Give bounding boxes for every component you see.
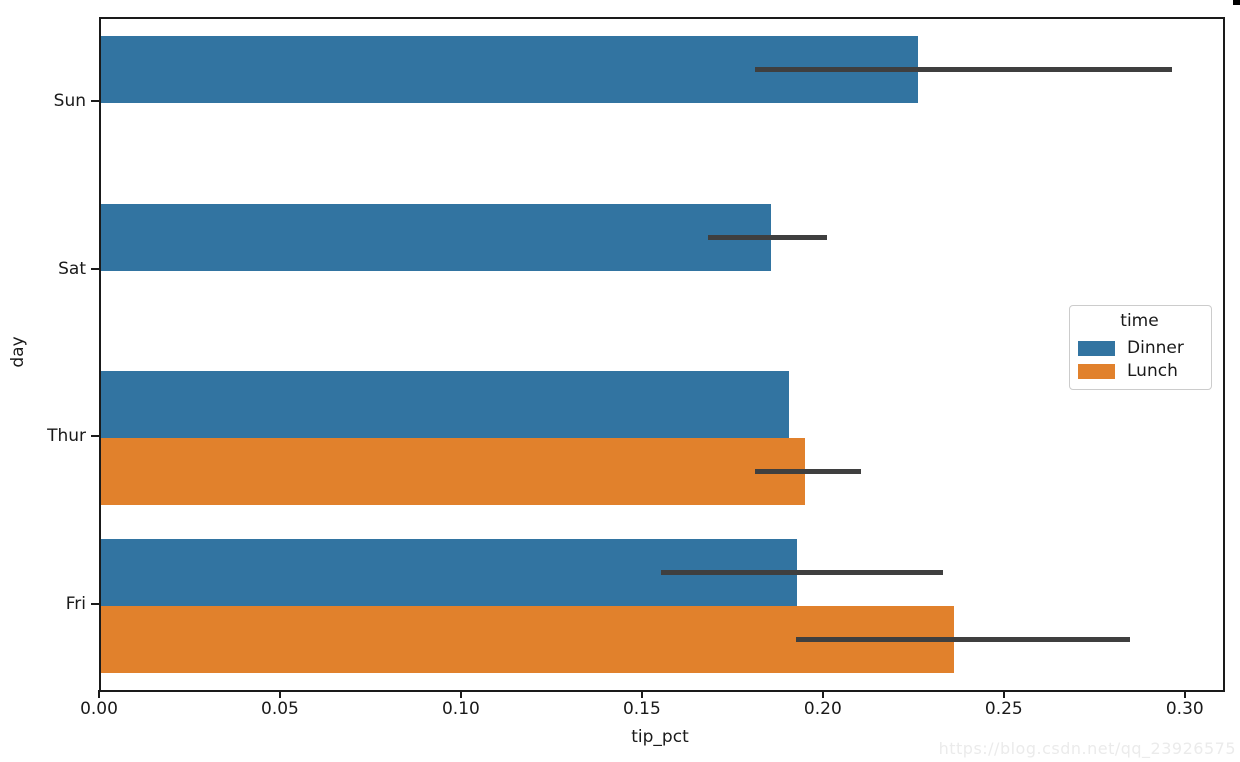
error-bar-fri-dinner <box>660 570 943 576</box>
x-tick-label-0.30: 0.30 <box>1165 699 1204 719</box>
error-bar-fri-lunch <box>795 637 1130 643</box>
legend-entry-lunch: Lunch <box>1078 361 1201 381</box>
bar-sat-dinner <box>101 203 771 271</box>
y-tick-label-sun: Sun <box>53 90 86 111</box>
plot-area <box>99 17 1225 692</box>
x-tick-label-0.10: 0.10 <box>441 699 480 719</box>
bar-thur-dinner <box>101 371 790 439</box>
legend-swatch-dinner <box>1078 340 1115 356</box>
y-tick-mark-thur <box>91 435 99 438</box>
x-tick-label-0.25: 0.25 <box>984 699 1023 719</box>
y-tick-mark-sat <box>91 267 99 270</box>
error-bar-thur-lunch <box>755 469 861 475</box>
legend-box: time Dinner Lunch <box>1069 305 1212 390</box>
x-tick-mark-0.15 <box>640 690 643 698</box>
error-bar-sun-dinner <box>755 66 1172 72</box>
x-tick-label-0.05: 0.05 <box>261 699 299 719</box>
y-tick-label-fri: Fri <box>65 594 86 615</box>
y-tick-label-sat: Sat <box>58 258 86 279</box>
legend-label-lunch: Lunch <box>1127 361 1178 381</box>
error-bar-sat-dinner <box>707 234 828 240</box>
y-axis-label: day <box>8 336 28 368</box>
x-tick-mark-0.25 <box>1002 690 1005 698</box>
bar-thur-lunch <box>101 438 805 506</box>
x-tick-mark-0.10 <box>459 690 462 698</box>
legend-title: time <box>1120 311 1159 331</box>
legend-label-dinner: Dinner <box>1127 338 1184 358</box>
y-tick-mark-sun <box>91 99 99 102</box>
watermark-text: https://blog.csdn.net/qq_23926575 <box>938 739 1236 758</box>
legend-swatch-lunch <box>1078 363 1115 379</box>
x-tick-mark-0.00 <box>98 690 100 698</box>
x-tick-label-0.00: 0.00 <box>80 699 118 719</box>
x-tick-mark-0.05 <box>278 690 281 698</box>
x-tick-label-0.15: 0.15 <box>622 699 661 719</box>
corner-artifact-mark <box>1233 0 1240 5</box>
x-tick-label-0.20: 0.20 <box>803 699 842 719</box>
x-axis-label: tip_pct <box>631 727 689 747</box>
legend-entry-dinner: Dinner <box>1078 338 1201 358</box>
x-tick-mark-0.20 <box>821 690 824 698</box>
y-tick-mark-fri <box>91 603 99 606</box>
x-tick-mark-0.30 <box>1183 690 1186 698</box>
y-tick-label-thur: Thur <box>47 426 86 447</box>
